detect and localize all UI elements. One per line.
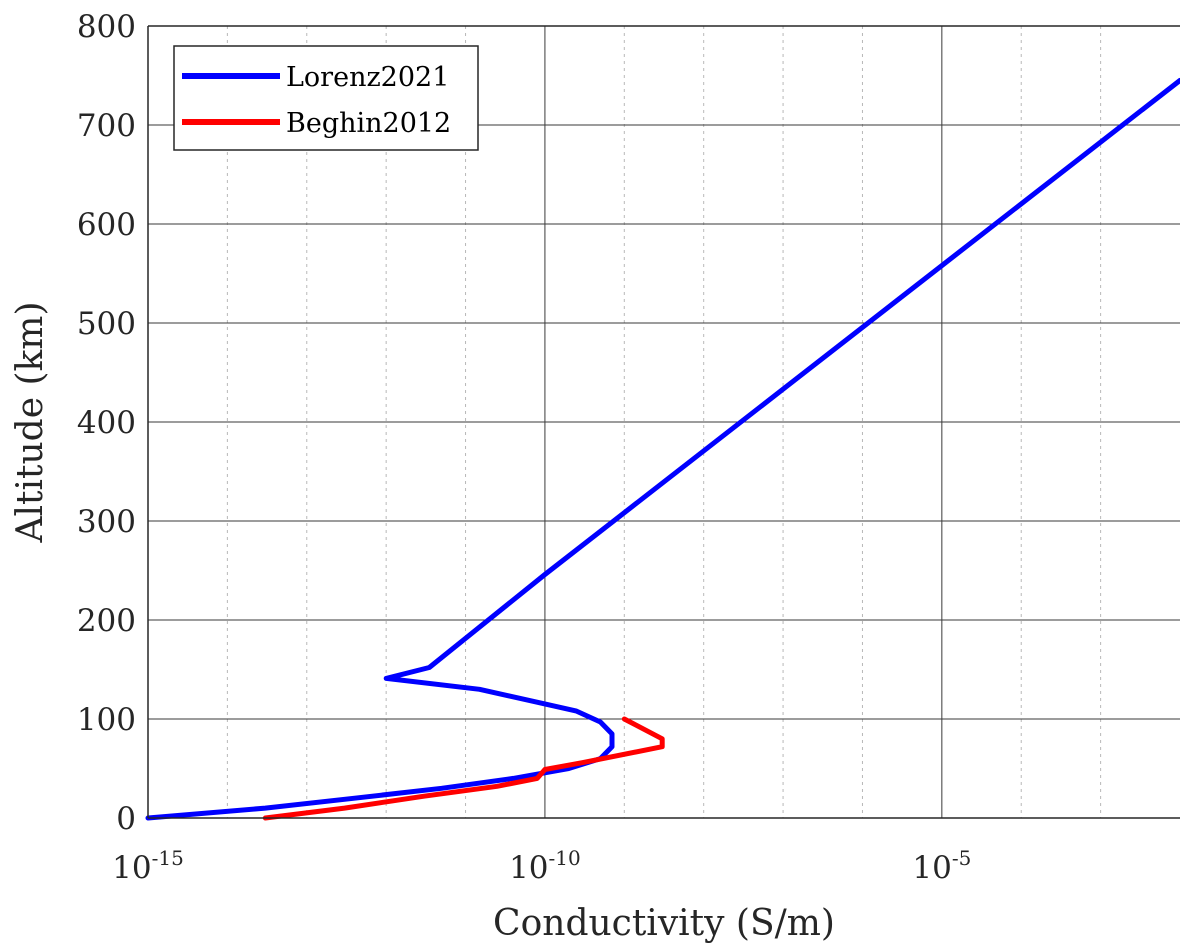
x-axis-title: Conductivity (S/m) <box>493 903 835 944</box>
y-tick-label: 0 <box>116 801 136 837</box>
legend: Lorenz2021 Beghin2012 <box>173 45 479 151</box>
y-tick-labels: 0 100 200 300 400 500 600 700 800 <box>77 9 136 837</box>
y-tick-label: 200 <box>77 603 136 639</box>
series-line-lorenz2021 <box>145 77 1180 821</box>
y-tick-label: 600 <box>77 207 136 243</box>
legend-label-beghin2012: Beghin2012 <box>286 108 451 139</box>
legend-box <box>173 45 479 151</box>
y-axis-title: Altitude (km) <box>10 302 51 544</box>
x-tick-label: 10-5 <box>912 846 971 886</box>
y-tick-label: 300 <box>77 504 136 540</box>
legend-label-lorenz2021: Lorenz2021 <box>286 62 449 93</box>
y-tick-label: 400 <box>77 405 136 441</box>
series-lines <box>145 77 1180 821</box>
x-tick-labels: 10-15 10-10 10-5 <box>112 846 971 886</box>
y-tick-label: 800 <box>77 9 136 45</box>
series-line-beghin2012 <box>262 716 665 821</box>
axes-frame <box>147 25 1180 819</box>
x-tick-label: 10-15 <box>112 846 184 886</box>
x-tick-label: 10-10 <box>509 846 581 886</box>
y-tick-label: 100 <box>77 702 136 738</box>
y-tick-label: 500 <box>77 306 136 342</box>
y-tick-label: 700 <box>77 108 136 144</box>
